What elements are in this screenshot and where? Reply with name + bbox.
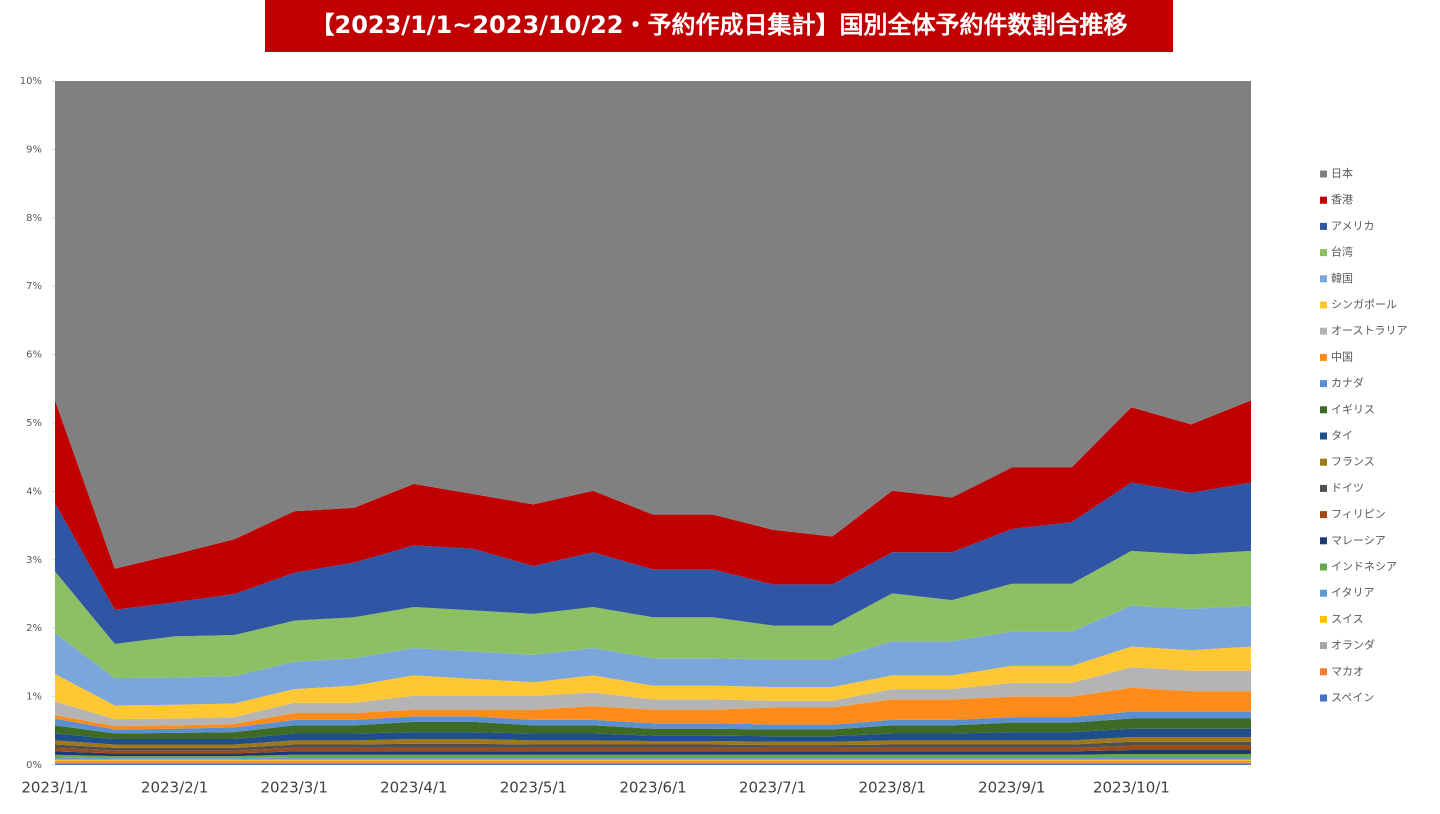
y-tick-label: 5% <box>26 418 42 429</box>
y-tick-label: 3% <box>26 555 42 566</box>
legend-swatch <box>1320 563 1327 571</box>
x-tick-label: 2023/4/1 <box>380 779 447 797</box>
y-tick-label: 2% <box>26 623 42 634</box>
area <box>55 741 1251 751</box>
area <box>55 762 1251 764</box>
legend-label: イタリア <box>1331 586 1375 599</box>
area <box>55 763 1251 765</box>
legend-label: スイス <box>1331 612 1364 625</box>
x-tick-label: 2023/10/1 <box>1093 779 1170 797</box>
area <box>55 759 1251 761</box>
chart-title: 【2023/1/1~2023/10/22・予約作成日集計】国別全体予約件数割合推… <box>311 11 1128 39</box>
x-tick-label: 2023/2/1 <box>141 779 208 797</box>
legend-swatch <box>1320 642 1327 650</box>
legend-swatch <box>1320 615 1327 623</box>
area <box>55 745 1251 754</box>
legend-swatch <box>1320 484 1327 492</box>
area <box>55 757 1251 760</box>
legend-label: ドイツ <box>1331 481 1364 494</box>
legend-label: スペイン <box>1331 691 1374 704</box>
y-tick-label: 6% <box>26 350 42 361</box>
legend-label: 韓国 <box>1331 272 1353 285</box>
legend-label: 香港 <box>1331 193 1353 206</box>
x-tick-label: 2023/9/1 <box>978 779 1045 797</box>
area <box>55 400 1251 610</box>
legend-label: フランス <box>1331 455 1375 468</box>
legend-swatch <box>1320 170 1327 178</box>
y-tick-label: 0% <box>26 760 42 771</box>
legend-label: マレーシア <box>1331 534 1386 547</box>
y-tick-label: 8% <box>26 213 42 224</box>
legend-swatch <box>1320 249 1327 257</box>
legend-label: アメリカ <box>1331 219 1374 232</box>
legend-label: カナダ <box>1331 376 1364 390</box>
area <box>55 646 1251 720</box>
legend-label: イギリス <box>1331 403 1375 416</box>
x-tick-label: 2023/5/1 <box>500 779 567 797</box>
y-tick-label: 1% <box>26 692 42 703</box>
legend-label: オーストラリア <box>1331 324 1407 337</box>
legend-label: フィリピン <box>1331 508 1386 521</box>
area <box>55 760 1251 763</box>
y-tick-label: 4% <box>26 486 42 497</box>
legend-label: タイ <box>1331 429 1353 442</box>
y-tick-label: 7% <box>26 281 42 292</box>
area <box>55 728 1251 745</box>
legend-swatch <box>1320 196 1327 204</box>
area <box>55 482 1251 644</box>
legend-swatch <box>1320 589 1327 597</box>
legend-swatch <box>1320 380 1327 388</box>
area <box>55 687 1251 730</box>
area <box>55 667 1251 727</box>
legend-label: インドネシア <box>1331 560 1397 573</box>
legend-label: 台湾 <box>1331 245 1353 259</box>
y-tick-label: 10% <box>20 76 42 87</box>
x-tick-label: 2023/7/1 <box>739 779 806 797</box>
legend-swatch <box>1320 511 1327 519</box>
x-tick-label: 2023/3/1 <box>261 779 328 797</box>
area <box>55 605 1251 706</box>
legend-swatch <box>1320 353 1327 361</box>
legend-swatch <box>1320 432 1327 440</box>
legend-label: オランダ <box>1331 638 1375 652</box>
area <box>55 81 1251 569</box>
x-tick-label: 2023/8/1 <box>859 779 926 797</box>
title-box <box>265 0 1173 52</box>
legend-swatch <box>1320 668 1327 676</box>
area <box>55 711 1251 734</box>
area <box>55 550 1251 679</box>
legend-swatch <box>1320 275 1327 283</box>
y-tick-label: 9% <box>26 144 42 155</box>
area <box>55 749 1251 757</box>
legend-label: 日本 <box>1331 166 1353 180</box>
legend-label: シンガポール <box>1331 298 1397 311</box>
legend-swatch <box>1320 327 1327 335</box>
legend-swatch <box>1320 406 1327 414</box>
area <box>55 736 1251 748</box>
legend-label: 中国 <box>1331 350 1353 363</box>
x-tick-label: 2023/1/1 <box>21 779 88 797</box>
x-tick-label: 2023/6/1 <box>619 779 686 797</box>
area <box>55 754 1251 759</box>
legend-label: マカオ <box>1331 665 1364 678</box>
legend-swatch <box>1320 537 1327 545</box>
plot-area <box>55 81 1251 765</box>
legend-swatch <box>1320 694 1327 702</box>
legend-swatch <box>1320 301 1327 309</box>
legend-swatch <box>1320 222 1327 230</box>
legend-swatch <box>1320 458 1327 466</box>
